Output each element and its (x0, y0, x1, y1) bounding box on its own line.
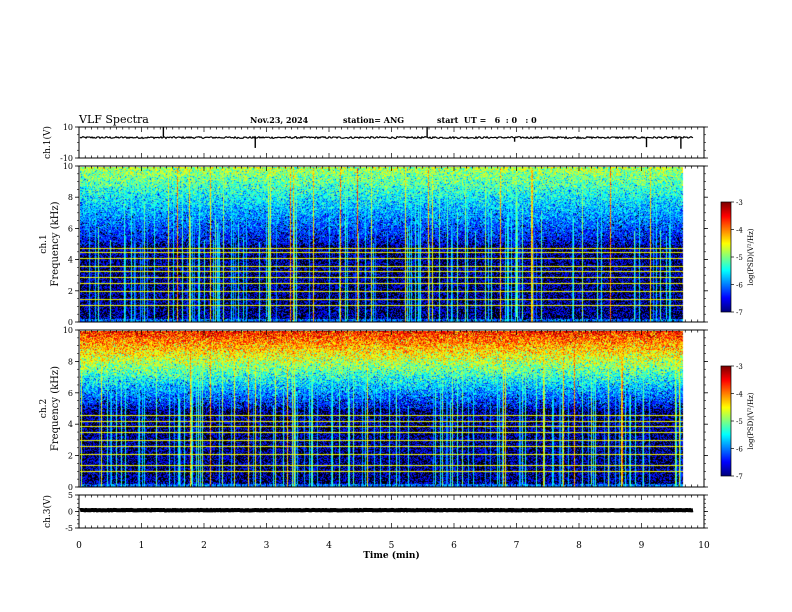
ch1-colorbar (721, 202, 731, 312)
ch1-waveform-y-tick-label: -10 (60, 154, 73, 163)
ch1-spectrogram-ylabel-channel: ch.1 (39, 234, 49, 253)
ch2-spectrogram-y-tick-label: 4 (68, 420, 73, 429)
header-start-time: start UT = 6 : 0 : 0 (437, 115, 537, 125)
x-tick-label: 8 (576, 541, 582, 551)
colorbar-tick-label: -4 (736, 227, 743, 235)
axes-layer (75, 126, 734, 529)
ch1-spectrogram-y-tick-label: 2 (68, 287, 73, 296)
ch1-spectrogram-ylabel-freq: Frequency (kHz) (50, 201, 61, 286)
ch1-spectrogram-y-tick-label: 0 (68, 318, 73, 327)
colorbar-tick-label: -6 (736, 446, 743, 454)
ch2-spectrogram-ylabel-channel: ch.2 (39, 399, 49, 418)
ch3-waveform-y-tick-label: 0 (68, 508, 73, 517)
ch1-spectrogram-y-tick-label: 10 (63, 162, 73, 171)
colorbar-label: log(PSD)(V²/Hz) (747, 228, 755, 285)
ch1-spectrogram-heatmap (80, 167, 693, 322)
x-tick-label: 0 (76, 541, 82, 551)
x-tick-label: 2 (201, 541, 207, 551)
ch2-colorbar (721, 366, 731, 476)
x-tick-label: 6 (451, 541, 457, 551)
waveform-traces (79, 127, 694, 513)
panel-frame (78, 165, 705, 323)
ch2-spectrogram-y-tick-label: 10 (63, 326, 73, 335)
colorbar-tick-label: -7 (736, 473, 743, 481)
colorbar-tick-label: -3 (736, 363, 743, 371)
chart-title: VLF Spectra (79, 113, 149, 126)
ch1-waveform-ylabel: ch.1(V) (42, 126, 53, 159)
colorbar-tick-label: -5 (736, 254, 743, 262)
ch1-waveform-line (79, 135, 694, 140)
ch1-waveform-y-tick-label: 10 (63, 123, 73, 132)
colorbar-tick-label: -4 (736, 391, 743, 399)
x-axis-label: Time (min) (363, 550, 420, 561)
ch2-spectrogram-y-tick-label: 8 (68, 357, 73, 366)
colorbar-frame (720, 365, 732, 477)
ch2-spectrogram-y-tick-label: 0 (68, 483, 73, 492)
panel-frame (78, 329, 705, 488)
x-tick-label: 10 (698, 541, 710, 551)
colorbar-frame (720, 201, 732, 313)
ch3-waveform-line (79, 507, 694, 513)
header-date: Nov.23, 2024 (250, 115, 309, 125)
x-tick-label: 4 (326, 541, 332, 551)
ch3-waveform-y-tick-label: 5 (68, 491, 73, 500)
ch2-spectrogram-heatmap (80, 331, 693, 487)
colorbar-tick-label: -3 (736, 199, 743, 207)
x-tick-label: 5 (389, 541, 395, 551)
colorbar-label: log(PSD)(V²/Hz) (747, 392, 755, 449)
x-tick-label: 7 (514, 541, 520, 551)
ch1-spectrogram-y-tick-label: 8 (68, 193, 73, 202)
colorbar-tick-label: -7 (736, 309, 743, 317)
ch3-waveform-y-tick-label: -5 (65, 524, 73, 533)
x-tick-label: 1 (139, 541, 145, 551)
ch2-spectrogram-ylabel-freq: Frequency (kHz) (50, 366, 61, 451)
ch2-spectrogram-y-tick-label: 6 (68, 389, 73, 398)
colorbar-tick-label: -5 (736, 418, 743, 426)
ch3-waveform-ylabel: ch.3(V) (42, 495, 53, 528)
x-tick-label: 9 (639, 541, 645, 551)
ch1-spectrogram-y-tick-label: 4 (68, 256, 73, 265)
header-station: station= ANG (343, 115, 405, 125)
ch2-spectrogram-y-tick-label: 2 (68, 452, 73, 461)
ch1-spectrogram-y-tick-label: 6 (68, 224, 73, 233)
x-tick-label: 3 (264, 541, 270, 551)
colorbar-tick-label: -6 (736, 282, 743, 290)
